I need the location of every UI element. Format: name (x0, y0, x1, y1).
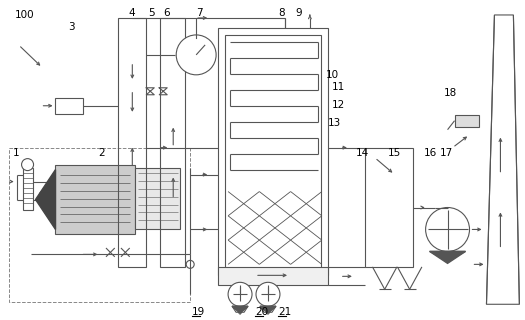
Text: 19: 19 (192, 307, 205, 317)
Bar (218, 28, 328, 275)
Bar (23, 168, 33, 210)
Text: 14: 14 (356, 148, 369, 158)
Text: 9: 9 (295, 8, 301, 18)
Circle shape (228, 282, 252, 306)
Text: 10: 10 (326, 70, 339, 80)
Text: 17: 17 (439, 148, 453, 158)
Bar (365, 148, 413, 268)
Text: 15: 15 (387, 148, 401, 158)
Bar (218, 268, 328, 285)
Bar (8, 148, 190, 302)
Polygon shape (260, 306, 276, 313)
Text: 18: 18 (444, 88, 457, 98)
Bar (56, 164, 135, 235)
Circle shape (39, 192, 46, 197)
Text: 20: 20 (255, 307, 268, 317)
Circle shape (22, 159, 34, 171)
Text: 12: 12 (332, 100, 345, 110)
Polygon shape (487, 15, 519, 304)
Circle shape (47, 192, 54, 197)
Text: 5: 5 (148, 8, 155, 18)
Bar (135, 168, 180, 229)
Text: 100: 100 (15, 10, 34, 20)
Polygon shape (36, 170, 56, 229)
Text: 6: 6 (163, 8, 170, 18)
Text: 8: 8 (278, 8, 285, 18)
Circle shape (426, 207, 469, 252)
Polygon shape (429, 252, 466, 263)
Bar (455, 115, 479, 127)
Text: 2: 2 (98, 148, 105, 158)
Text: 11: 11 (332, 82, 345, 92)
Bar (56, 98, 83, 114)
Bar (118, 18, 146, 268)
Text: 16: 16 (424, 148, 437, 158)
Text: 21: 21 (278, 307, 291, 317)
Circle shape (186, 260, 194, 268)
Text: 1: 1 (13, 148, 19, 158)
Text: 3: 3 (68, 22, 75, 32)
Bar (160, 18, 185, 268)
Polygon shape (232, 306, 248, 313)
Text: 4: 4 (128, 8, 135, 18)
Circle shape (256, 282, 280, 306)
Text: 7: 7 (196, 8, 203, 18)
Text: 13: 13 (328, 118, 341, 128)
Bar (225, 35, 321, 268)
Circle shape (176, 35, 216, 75)
